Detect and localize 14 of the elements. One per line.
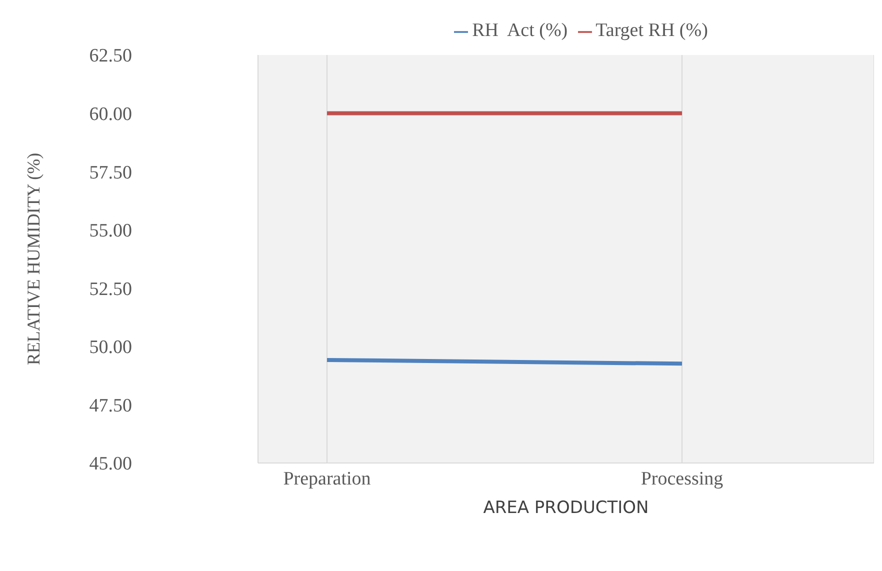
x-tick-label: Processing — [640, 468, 724, 490]
legend-label: Target RH (%) — [596, 20, 708, 41]
y-tick-label: 47.50 — [89, 395, 132, 416]
y-tick-label: 55.00 — [89, 220, 132, 242]
y-tick-label: 57.50 — [89, 162, 132, 184]
y-tick-label: 52.50 — [89, 278, 132, 300]
x-axis-title: AREA PRODUCTION — [483, 498, 649, 518]
x-tick-label: Preparation — [283, 468, 372, 490]
y-axis-title: RELATIVE HUMIDITY (%) — [23, 152, 44, 366]
y-tick-label: 60.00 — [89, 104, 132, 126]
y-tick-label: 62.50 — [89, 46, 132, 67]
y-tick-label: 45.00 — [89, 454, 132, 475]
y-tick-label: 50.00 — [89, 337, 132, 358]
legend-label: RH Act (%) — [472, 20, 568, 41]
